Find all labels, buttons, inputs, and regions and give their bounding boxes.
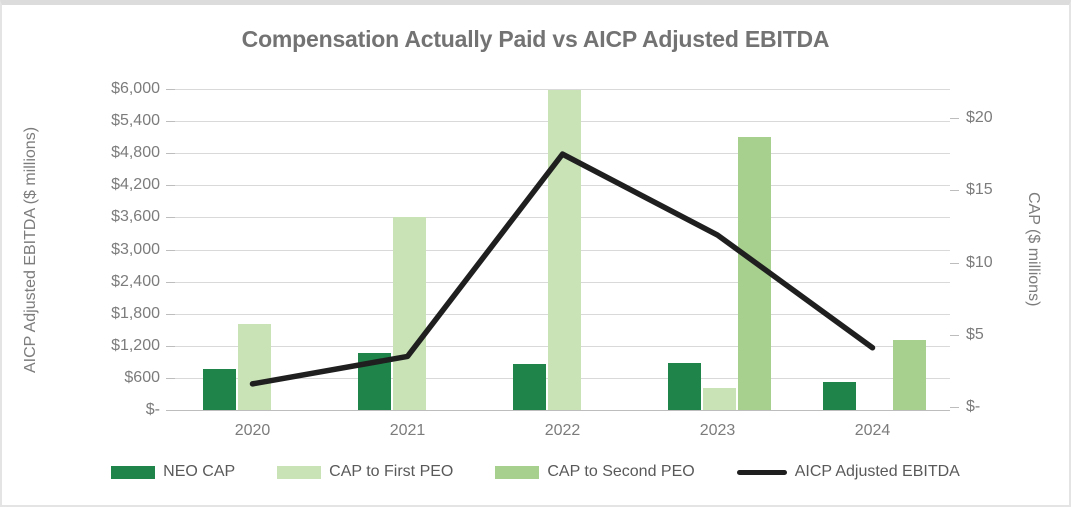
bar-neo-cap (202, 368, 236, 410)
right-tick-mark (950, 334, 959, 336)
x-axis-category-label: 2023 (699, 422, 736, 439)
chart-title: Compensation Actually Paid vs AICP Adjus… (241, 26, 830, 52)
left-tick-mark (166, 377, 175, 379)
left-tick-mark (166, 410, 175, 411)
bar-cap-to-first-peo (392, 217, 426, 410)
legend-item-aicp-adjusted-ebitda: AICP Adjusted EBITDA (736, 463, 960, 481)
left-tick-mark (166, 121, 175, 123)
legend-label: NEO CAP (163, 463, 236, 480)
right-axis-tick-label: $- (966, 398, 981, 415)
bar-cap-to-second-peo (737, 136, 771, 410)
legend-swatch-icon (277, 465, 322, 479)
bar-neo-cap (357, 352, 391, 410)
legend-label: CAP to First PEO (329, 463, 454, 480)
left-tick-mark (166, 89, 175, 90)
bar-neo-cap (822, 382, 856, 410)
left-axis-tick-label: $4,200 (111, 176, 160, 194)
bar-cap-to-second-peo (892, 339, 926, 410)
legend-label: AICP Adjusted EBITDA (794, 463, 960, 480)
right-axis-tick-label: $10 (966, 253, 993, 271)
right-tick-mark (950, 118, 959, 119)
legend-label: CAP to Second PEO (547, 463, 695, 480)
x-axis-category-label: 2024 (854, 422, 891, 439)
left-tick-mark (166, 345, 175, 347)
left-tick-mark (166, 185, 175, 187)
bar-neo-cap (667, 363, 701, 410)
bar-cap-to-first-peo (547, 89, 581, 410)
right-tick-mark (950, 407, 959, 408)
right-tick-mark (950, 262, 959, 264)
x-axis-category-label: 2020 (234, 422, 271, 439)
bar-cap-to-first-peo (237, 324, 271, 410)
legend-item-cap-to-second-peo: CAP to Second PEO (495, 463, 695, 481)
left-axis-tick-label: $5,400 (111, 112, 160, 130)
legend-line-swatch-icon (736, 469, 787, 475)
x-axis-category-label: 2022 (544, 422, 581, 439)
right-axis-title: CAP ($ millions) (1025, 192, 1042, 307)
x-axis-category-label: 2021 (389, 422, 426, 439)
left-axis-tick-label: $3,600 (111, 208, 160, 226)
legend-swatch-icon (111, 465, 156, 479)
left-axis-tick-label: $600 (124, 368, 160, 386)
legend-item-cap-to-first-peo: CAP to First PEO (277, 463, 453, 481)
legend-swatch-icon (495, 465, 540, 479)
left-tick-mark (166, 217, 175, 219)
left-tick-mark (166, 153, 175, 155)
right-tick-mark (950, 190, 959, 192)
bar-neo-cap (512, 363, 546, 410)
gridline (175, 89, 950, 90)
left-axis-tick-label: $- (145, 401, 160, 418)
left-tick-mark (166, 313, 175, 315)
legend-item-neo-cap: NEO CAP (111, 463, 235, 481)
left-axis-tick-label: $3,000 (111, 240, 160, 258)
left-axis-tick-label: $1,800 (111, 304, 160, 322)
right-axis-tick-label: $5 (966, 325, 984, 343)
chart-legend: NEO CAP CAP to First PEO CAP to Second PEO… (2, 463, 1069, 481)
left-axis-tick-label: $1,200 (111, 336, 160, 354)
left-axis-tick-label: $2,400 (111, 272, 160, 290)
left-axis-tick-label: $6,000 (111, 80, 160, 97)
right-axis-tick-label: $15 (966, 181, 993, 199)
left-tick-mark (166, 249, 175, 251)
left-tick-mark (166, 281, 175, 283)
left-axis-title: AICP Adjusted EBITDA ($ millions) (22, 126, 39, 373)
bar-cap-to-first-peo (702, 388, 736, 410)
x-axis-line (175, 410, 950, 411)
right-axis-tick-label: $20 (966, 109, 993, 126)
left-axis-tick-label: $4,800 (111, 144, 160, 162)
